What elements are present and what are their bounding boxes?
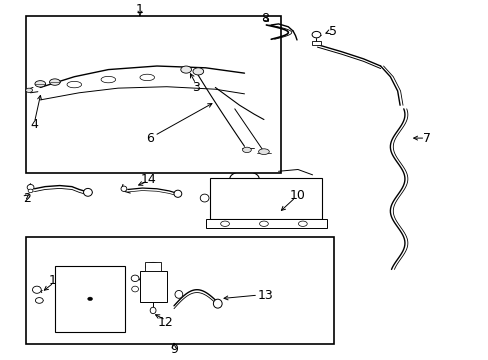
Bar [205,220,326,228]
Text: 6: 6 [145,132,153,145]
Text: 1: 1 [136,3,143,16]
Ellipse shape [175,291,183,298]
Ellipse shape [35,81,45,87]
Text: 8: 8 [261,12,269,26]
Text: 10: 10 [289,189,305,202]
Ellipse shape [67,81,81,88]
Ellipse shape [131,275,139,282]
Ellipse shape [200,194,208,202]
Ellipse shape [259,221,268,226]
Ellipse shape [131,286,138,292]
Ellipse shape [181,66,191,73]
Text: 9: 9 [170,343,178,356]
Ellipse shape [213,299,222,308]
Ellipse shape [140,74,154,81]
Ellipse shape [28,189,33,193]
Text: 2: 2 [22,192,31,205]
Ellipse shape [150,307,156,314]
Bar [140,271,166,302]
Ellipse shape [174,190,182,197]
Text: 14: 14 [140,173,156,186]
Ellipse shape [311,31,320,38]
Ellipse shape [83,188,92,196]
Text: 3: 3 [192,81,200,94]
Ellipse shape [220,221,229,226]
Text: 12: 12 [158,316,173,329]
Ellipse shape [32,286,41,293]
Ellipse shape [145,262,160,271]
Ellipse shape [87,297,92,301]
Bar [311,41,320,45]
Text: 13: 13 [257,289,273,302]
Text: 7: 7 [422,132,430,145]
Ellipse shape [242,147,251,153]
Bar [144,262,161,271]
Bar [210,179,322,220]
Text: 11: 11 [48,274,64,287]
Ellipse shape [27,184,34,190]
Bar [26,16,281,173]
Ellipse shape [35,298,43,303]
Ellipse shape [121,186,126,192]
Ellipse shape [193,68,203,75]
Ellipse shape [258,149,269,154]
Text: 5: 5 [328,24,336,37]
Ellipse shape [49,79,60,85]
Bar [26,237,334,344]
Bar [55,266,125,332]
Ellipse shape [101,76,116,83]
Ellipse shape [26,88,32,93]
Text: 4: 4 [30,118,39,131]
Ellipse shape [298,221,306,226]
